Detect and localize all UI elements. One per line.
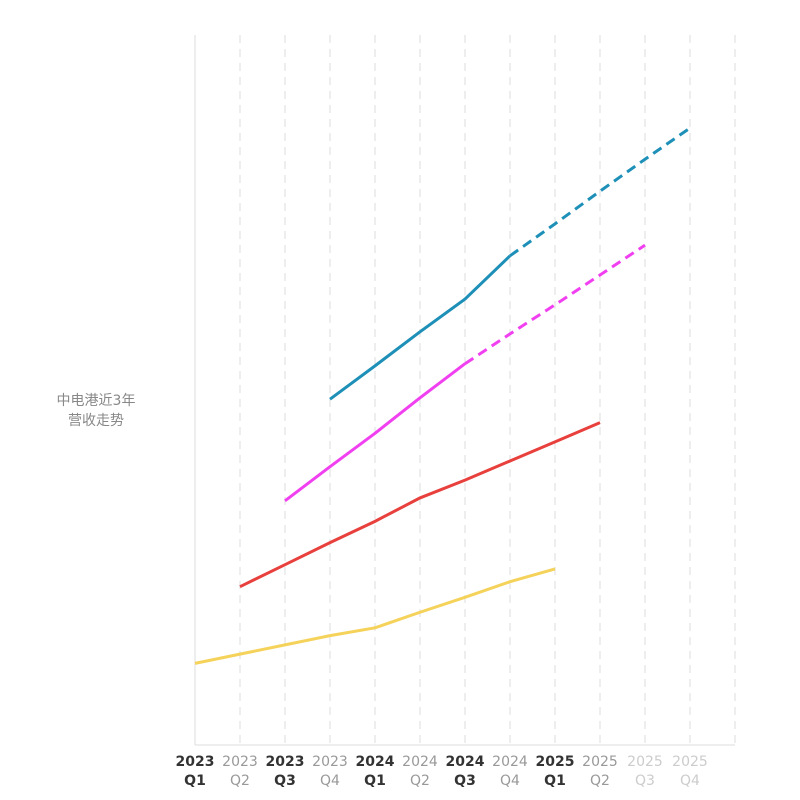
x-tick-label: Q2 (410, 773, 430, 789)
x-tick-label: Q4 (320, 773, 340, 789)
x-tick-label: Q1 (544, 773, 566, 789)
x-tick-label: Q3 (274, 773, 296, 789)
line (329, 254, 512, 401)
x-tick-label: 2023 (312, 754, 348, 770)
line (284, 362, 466, 502)
x-tick-label: 2024 (446, 754, 485, 770)
x-tick-label: 2025 (627, 754, 663, 770)
x-tick-label: Q4 (500, 773, 520, 789)
x-tick-label: Q1 (364, 773, 386, 789)
x-tick-label: Q4 (680, 773, 700, 789)
x-tick-label: 2025 (536, 754, 575, 770)
x-tick-label: Q3 (454, 773, 476, 789)
x-tick-label: 2023 (222, 754, 258, 770)
x-tick-label: 2025 (672, 754, 708, 770)
line (194, 567, 556, 665)
line (239, 421, 601, 589)
x-tick-label: 2024 (492, 754, 528, 770)
x-tick-label: Q1 (184, 773, 206, 789)
chart-title: 中电港近3年 (57, 393, 136, 409)
chart-title: 营收走势 (68, 413, 124, 429)
x-tick-label: Q3 (635, 773, 655, 789)
x-tick-label: Q2 (590, 773, 610, 789)
x-tick-label: 2024 (402, 754, 438, 770)
forecast-line (509, 126, 691, 258)
x-tick-label: 2025 (582, 754, 618, 770)
x-tick-label: 2023 (176, 754, 215, 770)
x-tick-label: 2024 (356, 754, 395, 770)
x-tick-label: 2023 (266, 754, 305, 770)
x-tick-label: Q2 (230, 773, 250, 789)
forecast-line (464, 243, 646, 365)
